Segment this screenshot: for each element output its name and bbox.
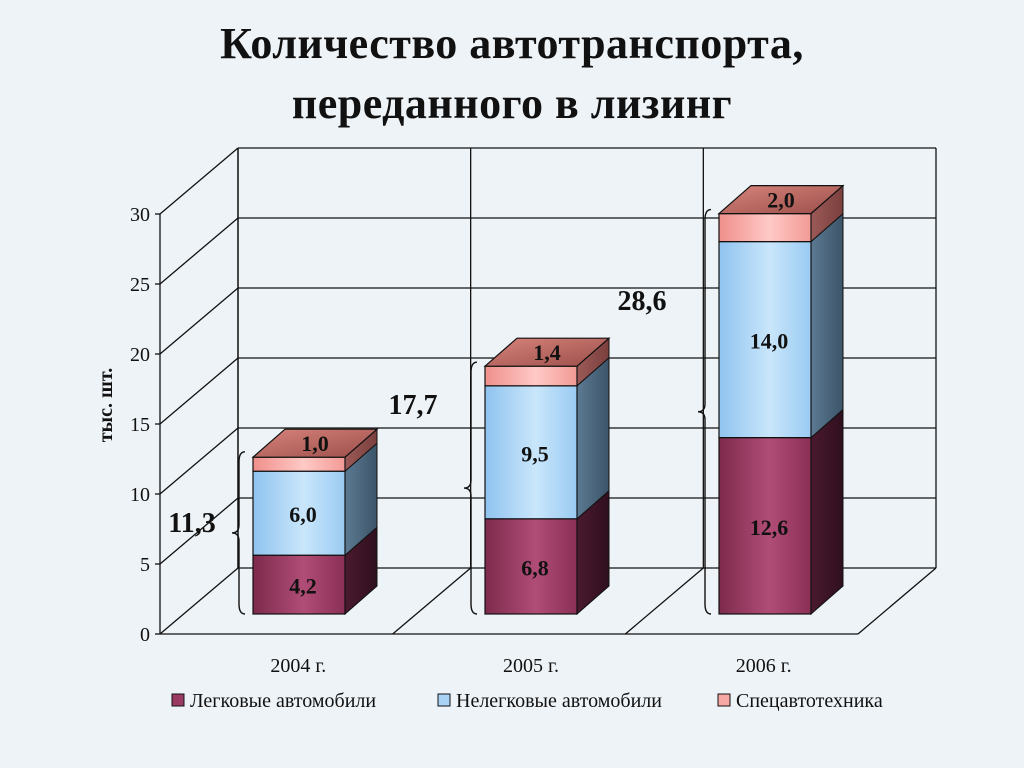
bar-segment bbox=[252, 554, 346, 615]
bar-side bbox=[810, 408, 844, 616]
data-label: 1,4 bbox=[533, 340, 561, 365]
legend-label: Легковые автомобили bbox=[190, 690, 376, 712]
bar-stack: 12,6 14,0 2,0 bbox=[717, 184, 845, 616]
total-label: 28,6 bbox=[618, 286, 667, 317]
data-label: 6,8 bbox=[521, 555, 549, 580]
legend-swatch bbox=[717, 693, 731, 707]
total-label: 17,7 bbox=[389, 390, 438, 421]
bar-side bbox=[810, 212, 844, 439]
annotations-layer: 11,3 17,7 28,6 bbox=[168, 208, 712, 615]
data-label: 6,0 bbox=[289, 502, 317, 527]
gridline-side bbox=[159, 287, 239, 355]
floor-right bbox=[857, 567, 937, 635]
bar-top bbox=[251, 428, 379, 458]
bar-segment bbox=[484, 365, 578, 387]
data-label: 1,0 bbox=[301, 431, 329, 456]
total-bracket bbox=[463, 361, 478, 615]
floor-divider bbox=[624, 567, 704, 635]
bar-segment bbox=[718, 241, 812, 439]
bar-top bbox=[717, 185, 845, 215]
x-tick-label: 2004 г. bbox=[270, 655, 326, 677]
floor-divider bbox=[392, 567, 472, 635]
data-label: 2,0 bbox=[767, 188, 795, 213]
y-tick-label: 15 bbox=[130, 414, 150, 436]
data-label: 9,5 bbox=[521, 441, 549, 466]
bar-segment bbox=[252, 470, 346, 556]
bar-segment bbox=[718, 213, 812, 243]
y-tick-label: 5 bbox=[140, 554, 150, 576]
total-label: 11,3 bbox=[168, 508, 215, 539]
chart-title: Количество автотранспорта, переданного в… bbox=[0, 14, 1024, 134]
y-tick-label: 0 bbox=[140, 624, 150, 646]
y-tick-label: 30 bbox=[130, 204, 150, 226]
legend-label: Спецавтотехника bbox=[736, 690, 883, 712]
gridline-side bbox=[159, 147, 239, 215]
total-bracket bbox=[231, 451, 246, 615]
total-bracket bbox=[697, 208, 712, 615]
data-label: 14,0 bbox=[750, 329, 789, 354]
bar-segment bbox=[484, 385, 578, 520]
legend-swatch bbox=[171, 693, 185, 707]
y-tick-label: 25 bbox=[130, 274, 150, 296]
y-tick-label: 20 bbox=[130, 344, 150, 366]
data-label: 12,6 bbox=[750, 515, 789, 540]
bar-stack: 4,2 6,0 1,0 bbox=[251, 428, 379, 616]
x-tick-label: 2005 г. bbox=[503, 655, 559, 677]
y-axis-label: тыс. шт. bbox=[95, 368, 117, 443]
gridline-side bbox=[159, 567, 239, 635]
bar-segment bbox=[718, 437, 812, 615]
y-tick-label: 10 bbox=[130, 484, 150, 506]
bar-segment bbox=[484, 518, 578, 615]
title-line-2: переданного в лизинг bbox=[291, 79, 733, 128]
title-line-1: Количество автотранспорта, bbox=[220, 19, 804, 68]
bars-layer: 4,2 6,0 1,0 6,8 9,5 1,4 12,6 14,0 2,0 bbox=[251, 184, 845, 616]
bar-stack: 6,8 9,5 1,4 bbox=[483, 337, 611, 616]
legend-label: Нелегковые автомобили bbox=[456, 690, 662, 712]
gridline-side bbox=[159, 427, 239, 495]
bar-segment bbox=[252, 456, 346, 472]
gridline-side bbox=[159, 217, 239, 285]
data-label: 4,2 bbox=[289, 574, 317, 599]
legend-swatch bbox=[437, 693, 451, 707]
legend: Легковые автомобили Нелегковые автомобили… bbox=[171, 690, 883, 712]
bar-top bbox=[483, 337, 611, 367]
gridline-side bbox=[159, 357, 239, 425]
x-tick-label: 2006 г. bbox=[736, 655, 792, 677]
gridline-side bbox=[159, 497, 239, 565]
